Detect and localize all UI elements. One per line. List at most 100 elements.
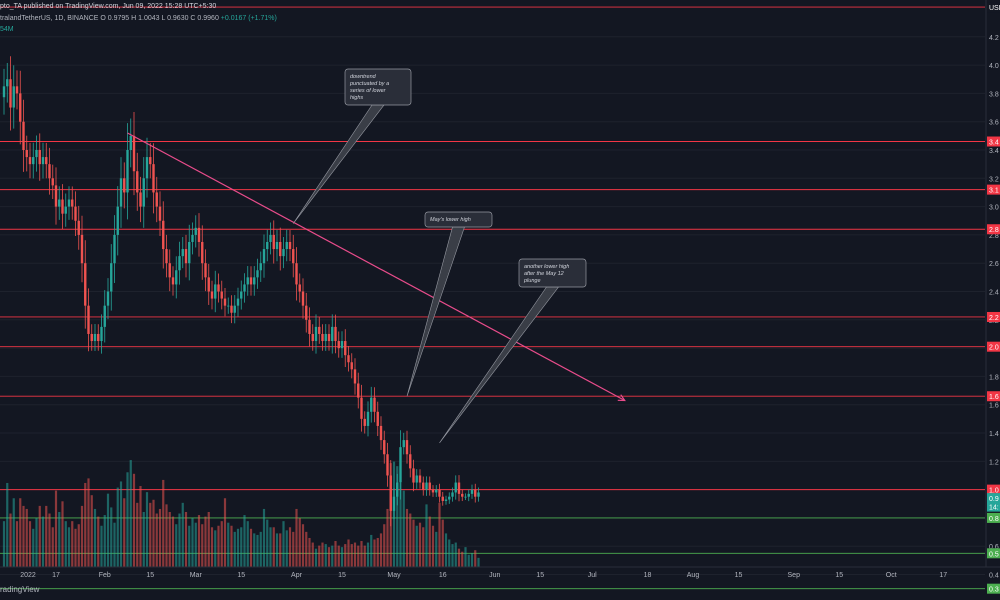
candle-body [165,249,168,264]
price-tag-label: 2.2 [989,315,999,322]
volume-bar [275,533,279,567]
candle-body [220,291,223,299]
candle-body [103,305,106,327]
candle-body [418,475,422,483]
volume-bar [236,528,240,567]
volume-bar [376,537,379,567]
time-tick-label: 15 [338,572,346,579]
candle-body [106,291,110,306]
price-tag-label: 0.5 [989,551,999,558]
symbol-change: +0.0167 (+1.71%) [220,15,277,22]
candle-body [305,305,308,320]
volume-bar [269,527,272,567]
volume-bar [106,493,110,567]
candle-body [93,333,97,342]
volume-bar [61,501,64,567]
volume-bar [145,492,149,567]
volume-bar [366,542,370,567]
volume-bar [425,504,428,567]
candle-body [97,333,100,342]
price-tag [987,184,1000,195]
candle-body [178,256,181,271]
candlesticks [2,56,480,527]
volume-bar [240,527,243,567]
volume-bar [80,505,84,567]
candle-body [197,227,201,242]
volume-bar [301,524,305,567]
volume-bar [15,521,19,567]
volume-bar [298,518,301,567]
volume-bar [399,482,402,567]
volume-bar [136,502,139,567]
volume-bar [113,522,116,567]
volume-bar [373,539,376,567]
candle-body [64,206,67,214]
volume-bar [314,548,318,567]
candle-body [282,249,285,257]
time-tick-label: Oct [886,572,897,579]
price-tag [987,2,1000,13]
candle-body [379,425,383,441]
volume-bar [383,524,386,567]
candle-body [399,447,402,483]
candle-body [123,178,126,193]
price-tag [987,136,1000,147]
candle-body [451,492,454,497]
price-tag [987,512,1000,523]
volume-bar [464,547,467,567]
candle-body [84,263,87,306]
candle-body [392,496,396,511]
time-tick-label: 15 [536,572,544,579]
volume-bar [110,507,113,567]
volume-bar [207,512,210,567]
candle-body [74,206,77,221]
time-tick-label: 15 [237,572,245,579]
price-tag-label: USDT [989,5,1000,12]
candle-body [136,171,139,193]
candle-body [266,241,269,250]
volume-bar [210,527,214,567]
candle-body [9,79,12,108]
volume-bar [223,498,227,567]
volume-bar [360,541,363,567]
volume-bar [132,473,136,567]
candle-body [324,333,327,342]
price-tag-label: 2.8 [989,227,999,234]
price-tick-label: 1.8 [989,374,999,381]
candle-body [275,241,279,250]
volume-bar [428,516,431,567]
candle-body [386,454,389,476]
candle-body [285,241,288,250]
price-axis[interactable]: 4.2 4.0 3.8 3.6 3.4 3.2 3.0 2.8 2.6 2.4 2.2 2.0 1.8 1… [985,0,1000,594]
candle-body [77,220,80,235]
tradingview-brand[interactable]: radingView [0,585,40,594]
time-tick-label: 17 [939,572,947,579]
volume-bar [38,505,41,567]
candle-body [129,135,132,150]
volume-bar [441,519,444,567]
symbol-name[interactable]: tralandTetherUS, 1D, BINANCE [0,15,99,22]
candle-body [321,333,324,342]
callout-text: series of lower [350,88,387,94]
candle-body [350,362,353,370]
candle-body [253,277,256,285]
candle-body [288,241,292,250]
volume-bar [84,482,87,567]
time-tick-label: 17 [52,572,60,579]
candle-body [142,178,145,207]
price-tag-label: 1.6 [989,394,999,401]
candle-body [461,493,464,497]
volume-bar [90,495,93,567]
volume-bar [214,530,217,567]
candle-body [87,305,90,334]
candle-body [331,326,334,342]
volume-bar [435,531,438,567]
volume-bar [243,515,246,567]
candle-body [207,277,210,292]
time-axis[interactable]: 2022 17 Feb 15 Mar 15 Apr 15 May 16 Jun 15 Jul 18 Aug 1… [0,566,1000,579]
candle-body [19,93,22,122]
candle-body [168,263,171,278]
volume-bar [256,534,259,567]
